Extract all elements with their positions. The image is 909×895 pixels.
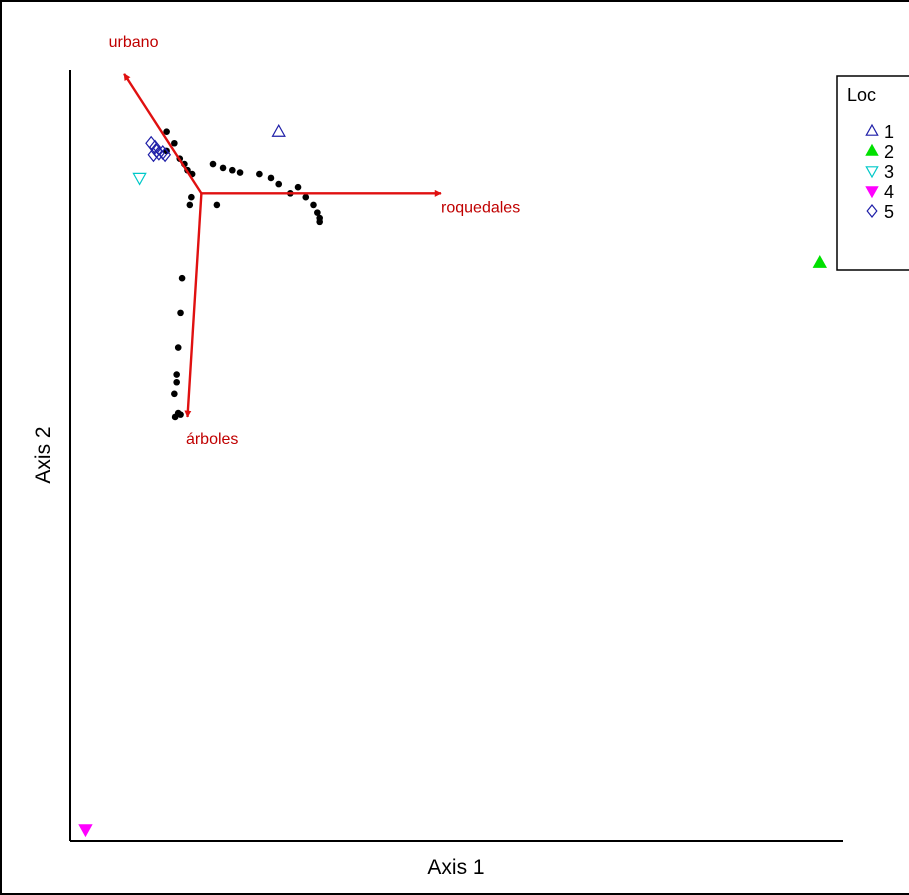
species-point-12 bbox=[256, 170, 263, 178]
species-point-26 bbox=[177, 309, 184, 317]
species-point-11 bbox=[236, 169, 244, 176]
species-point-23 bbox=[188, 193, 195, 201]
species-point-29 bbox=[173, 378, 180, 386]
species-point-25 bbox=[178, 274, 186, 282]
species-point-1 bbox=[163, 128, 170, 135]
species-point-32 bbox=[171, 413, 179, 421]
legend-label-4: 4 bbox=[884, 182, 894, 202]
species-point-14 bbox=[275, 180, 283, 188]
site-point-loc5-7 bbox=[159, 147, 172, 163]
vector-arrow-urbano bbox=[123, 73, 203, 195]
species-point-21 bbox=[316, 218, 323, 226]
legend-label-2: 2 bbox=[884, 142, 894, 162]
vector-label-urbano: urbano bbox=[109, 34, 159, 51]
legend-label-1: 1 bbox=[884, 122, 894, 142]
x-axis-title: Axis 1 bbox=[427, 856, 484, 879]
legend-box bbox=[836, 75, 909, 271]
legend-marker-1 bbox=[865, 123, 879, 136]
species-point-30 bbox=[171, 390, 178, 398]
site-point-loc4-1 bbox=[78, 824, 93, 838]
species-point-8 bbox=[209, 160, 217, 168]
vector-label-roquedales: roquedales bbox=[441, 200, 520, 217]
vector-label-arboles: árboles bbox=[186, 431, 238, 448]
legend-label-3: 3 bbox=[884, 162, 894, 182]
species-point-18 bbox=[310, 201, 317, 209]
legend-marker-5 bbox=[866, 204, 878, 218]
environment-vectors: urbano roquedales árboles bbox=[109, 34, 521, 448]
species-point-13 bbox=[267, 174, 275, 182]
species-point-24 bbox=[213, 201, 221, 209]
legend-title: Loc bbox=[847, 85, 876, 105]
species-point-22 bbox=[186, 201, 194, 209]
site-point-loc2-1 bbox=[812, 255, 828, 268]
species-point-28 bbox=[173, 371, 180, 378]
legend-marker-4 bbox=[865, 186, 879, 199]
site-point-loc3-1 bbox=[132, 172, 147, 186]
species-point-17 bbox=[302, 193, 310, 201]
site-point-loc1-1 bbox=[271, 123, 286, 137]
species-points bbox=[163, 128, 323, 421]
species-point-10 bbox=[229, 166, 236, 174]
vector-arrow-arboles bbox=[184, 193, 203, 418]
y-axis-title: Axis 2 bbox=[32, 426, 55, 483]
site-point-loc5-2 bbox=[149, 139, 161, 155]
site-point-loc5-1 bbox=[145, 135, 158, 151]
species-point-2 bbox=[171, 139, 178, 147]
species-point-33 bbox=[177, 411, 184, 418]
species-point-19 bbox=[314, 209, 321, 216]
site-points bbox=[78, 123, 828, 838]
legend-marker-2 bbox=[865, 143, 879, 156]
legend-label-5: 5 bbox=[884, 202, 894, 222]
species-point-16 bbox=[294, 183, 302, 191]
legend-marker-3 bbox=[865, 166, 879, 179]
species-point-27 bbox=[174, 344, 182, 351]
species-point-9 bbox=[219, 164, 227, 172]
